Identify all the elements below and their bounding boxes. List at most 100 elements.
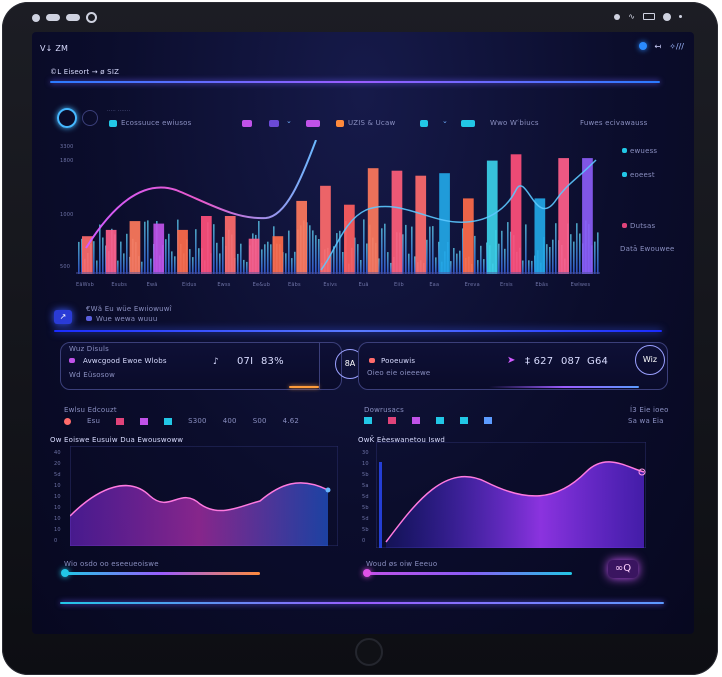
legend-value: 4.62: [282, 417, 300, 425]
legend-swatch[interactable]: [461, 120, 475, 127]
thin-bar: [222, 236, 224, 274]
stat-card-right[interactable]: Pooeuwis Oieo eie oieeewe ➤ ‡ 627 087 G6…: [358, 342, 668, 390]
bottom-right-y-axis: 30 10 5b 5a 5d 5b 5d 5b 0: [362, 450, 376, 546]
card-badge[interactable]: Wiz: [635, 345, 665, 375]
x-tick-label: Ewlwes: [570, 282, 591, 288]
thin-bar: [531, 260, 533, 274]
thin-bar: [213, 224, 215, 274]
x-tick-label: Esivs: [323, 282, 338, 288]
sound-icon[interactable]: ♪: [213, 357, 219, 367]
bar: [486, 160, 498, 274]
card-badge-label: 8A: [344, 359, 356, 368]
thin-bar: [342, 252, 344, 274]
legend-label: UZIS & Ucaw: [348, 119, 396, 127]
legend-swatch: [164, 417, 173, 425]
bottom-right-header: Dowrusacs: [364, 406, 404, 414]
dashboard-screen: V↓ ZM ↤ ✧/// ©L Eiseort → ø SIZ Ecossuuc…: [32, 32, 694, 634]
thin-bar: [264, 244, 266, 274]
bar: [105, 229, 117, 274]
legend-swatch[interactable]: [269, 120, 279, 127]
x-tick-label: Ereva: [464, 282, 480, 288]
thin-bar: [384, 223, 386, 274]
section-badge[interactable]: ↗: [54, 310, 72, 324]
bluetooth-icon[interactable]: [638, 42, 647, 50]
legend-swatch[interactable]: [306, 120, 320, 127]
arrow-icon[interactable]: ➤: [507, 355, 516, 366]
thin-bar: [219, 253, 221, 274]
stat-card-left[interactable]: Wuz Disuls Avwcgood Ewoe Wlobs Wd Eüsoso…: [60, 342, 365, 390]
thin-bar: [378, 258, 380, 274]
y-tick-label: 0: [362, 538, 366, 544]
bottom-left-slider-label: Wio osdo oo eseeueoiswe: [64, 560, 159, 568]
side-legend-swatch: [622, 148, 627, 153]
chevron-down-icon[interactable]: ⌄: [442, 117, 449, 125]
legend-label: Esu: [87, 417, 101, 425]
legend-value: S00: [252, 417, 267, 425]
thin-bar: [360, 260, 362, 274]
thin-bar: [192, 257, 194, 274]
header-divider: [50, 81, 660, 83]
legend-caption: ····· ·······: [107, 108, 131, 114]
trend-line-blue: [320, 159, 597, 271]
bottom-right-title: OwǨ Eèeswanetou Iswd: [358, 436, 446, 444]
breadcrumb[interactable]: ©L Eiseort → ø SIZ: [50, 68, 120, 76]
home-button[interactable]: [355, 638, 383, 666]
action-badge-button[interactable]: ∞Q: [608, 560, 638, 578]
bar: [82, 236, 93, 274]
y-tick-label: 10: [54, 505, 61, 511]
slider-handle[interactable]: [61, 569, 69, 577]
toggle-ring-button[interactable]: [57, 108, 77, 128]
thin-bar: [339, 230, 341, 274]
bottom-right-legend: [364, 417, 492, 424]
status-right: ∿: [614, 12, 682, 21]
legend-swatch[interactable]: [336, 120, 344, 127]
slider-handle[interactable]: [363, 569, 371, 577]
thin-bar: [357, 244, 359, 274]
legend-swatch[interactable]: [242, 120, 252, 127]
y-tick-label: 3300: [60, 144, 74, 150]
thin-bar: [288, 230, 290, 274]
x-tick-label: Ersis: [500, 282, 513, 288]
y-tick-label: 10: [54, 527, 61, 533]
footer-divider: [60, 602, 664, 604]
antenna-icon[interactable]: ↤: [654, 42, 662, 51]
y-tick-label: 5d: [54, 472, 61, 478]
bar: [177, 229, 188, 274]
thin-bar: [174, 256, 176, 274]
bottom-right-slider[interactable]: [363, 569, 572, 577]
thin-bar: [546, 244, 548, 274]
thin-bar: [285, 253, 287, 274]
side-legend-label: ewuess: [630, 147, 658, 155]
status-left: [32, 12, 97, 23]
thin-bar: [171, 251, 173, 274]
y-tick-label: 10: [54, 494, 61, 500]
bottom-left-title: Ow Eoiswe Eusuiw Dua Ewouswoww: [50, 436, 184, 444]
thin-bar: [126, 233, 128, 274]
legend-swatch: [64, 417, 71, 425]
thin-bar: [267, 241, 269, 274]
card-value-1: ‡ 627: [525, 356, 554, 367]
thin-bar: [144, 221, 146, 274]
thin-bar: [579, 233, 581, 274]
pill-icon: [66, 14, 80, 21]
bar: [272, 236, 284, 274]
legend-swatch[interactable]: [420, 120, 428, 127]
x-tick-label: Ewā: [146, 282, 158, 288]
thin-bar: [555, 223, 557, 274]
y-tick-label: 5b: [362, 505, 369, 511]
y-tick-label: 10: [362, 461, 369, 467]
x-tick-label: Ee&ub: [252, 282, 271, 288]
legend-label: Fuwes ecivawauss: [580, 119, 648, 127]
bar: [415, 175, 427, 274]
bar: [367, 168, 379, 274]
chevron-down-icon[interactable]: ⌄: [286, 117, 293, 125]
infinity-icon: ∞Q: [614, 563, 632, 574]
bottom-left-slider[interactable]: [61, 569, 260, 577]
thin-bar: [432, 226, 434, 274]
thin-bar: [453, 248, 455, 274]
bar: [224, 216, 236, 274]
secondary-ring-button[interactable]: [82, 110, 98, 126]
bar: [344, 204, 355, 274]
legend-label: Ecossuuce ewiusos: [121, 119, 192, 127]
signal-icon[interactable]: ✧///: [669, 42, 684, 51]
